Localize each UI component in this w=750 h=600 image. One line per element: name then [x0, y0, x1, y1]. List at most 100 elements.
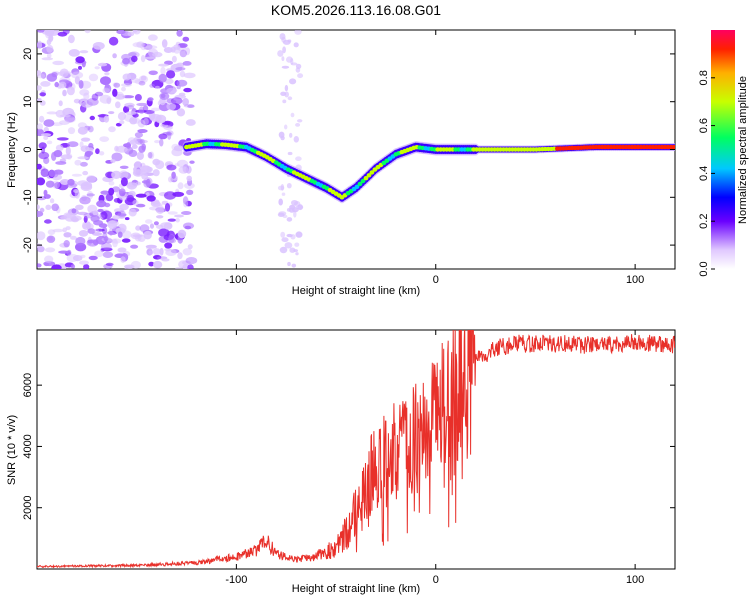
noise-blob: [121, 238, 131, 243]
noise-blob: [70, 264, 76, 269]
noise-blob: [189, 160, 195, 164]
noise-blob: [175, 217, 180, 223]
noise-blob: [164, 78, 174, 85]
noise-blob: [73, 98, 81, 104]
noise-blob: [55, 109, 65, 118]
noise-blob: [117, 247, 127, 253]
noise-blob: [60, 154, 73, 160]
noise-blob: [38, 151, 50, 160]
noise-blob: [176, 30, 183, 37]
noise-blob: [46, 39, 52, 46]
noise-blob: [108, 187, 115, 196]
noise-blob: [40, 71, 47, 79]
noise-blob: [56, 137, 69, 141]
noise-blob: [116, 145, 128, 153]
noise-blob: [58, 100, 63, 107]
noise-blob: [108, 181, 115, 186]
noise-blob: [182, 36, 190, 42]
noise-blob: [166, 87, 178, 94]
noise-blob: [84, 30, 91, 34]
y-tick-label: -10: [22, 189, 34, 205]
noise-blob: [168, 176, 173, 183]
noise-blob: [68, 49, 80, 57]
noise-blob: [97, 62, 108, 67]
noise-blob: [153, 254, 162, 260]
noise-blob: [38, 142, 47, 150]
noise-blob: [280, 91, 287, 97]
colorbar-label: Normalized spectral amplitude: [737, 76, 749, 224]
noise-blob: [91, 93, 99, 101]
noise-blob: [174, 214, 184, 218]
noise-blob: [177, 252, 183, 260]
noise-blob: [119, 203, 129, 211]
noise-blob: [158, 73, 167, 83]
noise-blob: [119, 165, 129, 169]
noise-blob: [286, 217, 293, 222]
noise-blob: [182, 61, 192, 66]
noise-blob: [103, 236, 109, 242]
ridge-peak: [363, 176, 369, 181]
noise-blob: [94, 228, 100, 234]
noise-blob: [289, 132, 293, 138]
noise-blob: [74, 159, 82, 166]
noise-blob: [102, 87, 110, 94]
noise-blob: [136, 102, 148, 107]
snr-y-label: SNR (10 * v/v): [6, 415, 18, 485]
noise-blob: [126, 104, 135, 110]
noise-blob: [108, 36, 119, 46]
noise-blob: [289, 78, 297, 85]
noise-blob: [178, 166, 189, 174]
noise-blob: [86, 221, 91, 230]
noise-blob: [71, 208, 77, 214]
noise-blob: [182, 196, 189, 205]
noise-blob: [166, 164, 177, 171]
noise-blob: [138, 80, 146, 86]
noise-blob: [46, 140, 53, 145]
noise-blob: [176, 84, 181, 90]
noise-blob: [295, 123, 301, 127]
noise-blob: [282, 99, 287, 104]
noise-blob: [281, 65, 290, 69]
noise-blob: [158, 63, 169, 67]
noise-blob: [58, 81, 67, 89]
noise-blob: [164, 242, 173, 249]
noise-blob: [86, 175, 96, 183]
noise-blob: [286, 183, 292, 189]
noise-blob: [115, 101, 121, 109]
noise-blob: [121, 86, 126, 92]
noise-blob: [148, 70, 158, 76]
noise-blob: [37, 30, 45, 33]
noise-blob: [176, 108, 186, 117]
ridge-peak: [357, 181, 363, 187]
noise-blob: [77, 126, 88, 135]
noise-blob: [80, 137, 91, 142]
noise-blob: [281, 56, 285, 61]
noise-blob: [286, 208, 291, 212]
noise-blob: [37, 210, 44, 218]
noise-blob: [37, 231, 46, 241]
noise-blob: [43, 119, 55, 127]
noise-blob: [78, 230, 89, 237]
snr-line: [37, 330, 675, 569]
noise-blob: [52, 228, 64, 233]
noise-blob: [295, 231, 303, 238]
noise-blob: [152, 260, 163, 269]
noise-blob: [87, 228, 96, 234]
noise-blob: [171, 148, 183, 157]
noise-blob: [158, 133, 168, 140]
noise-blob: [66, 253, 79, 263]
noise-blob: [70, 235, 77, 240]
spectrogram-ridge: [182, 137, 675, 204]
noise-blob: [71, 173, 82, 177]
noise-blob: [171, 55, 177, 63]
x-tick-label: -100: [225, 574, 247, 586]
noise-blob: [122, 57, 130, 65]
noise-blob: [131, 55, 138, 63]
noise-blob: [124, 264, 135, 269]
noise-blob: [88, 255, 98, 261]
noise-blob: [137, 129, 148, 133]
noise-blob: [59, 158, 67, 163]
noise-blob: [37, 85, 42, 91]
y-tick-label: 20: [22, 48, 34, 60]
